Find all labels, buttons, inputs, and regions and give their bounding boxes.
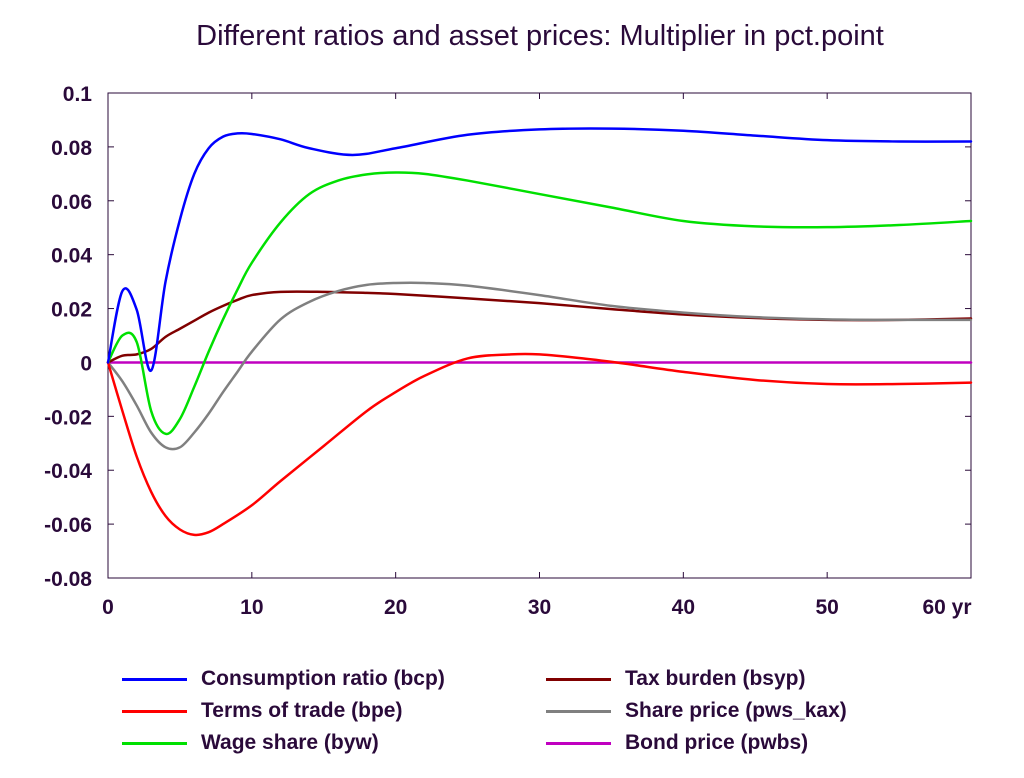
axis-tick-labels: 0.1 0.08 0.06 0.04 0.02 0 -0.02 -0.04 -0.06 -0.08…: [44, 83, 971, 619]
y-tick-label: -0.02: [44, 406, 92, 429]
series-lines: [106, 127, 973, 537]
x-tick-label: 60 yr: [922, 596, 971, 619]
chart-title: Different ratios and asset prices: Multi…: [196, 20, 884, 52]
x-tick-label: 50: [815, 596, 838, 619]
y-tick-label: 0.06: [51, 191, 92, 214]
y-tick-label: 0.02: [51, 299, 92, 322]
x-tick-label: 40: [672, 596, 695, 619]
y-tick-label: -0.06: [44, 514, 92, 537]
y-tick-label: 0.04: [51, 245, 92, 268]
series-line: [106, 127, 973, 372]
y-tick-label: -0.04: [44, 460, 92, 483]
series-line: [106, 352, 973, 537]
x-tick-label: 30: [528, 596, 551, 619]
x-tick-label: 0: [102, 596, 114, 619]
y-tick-label: 0.1: [63, 83, 93, 106]
series-line: [106, 281, 973, 451]
series-line: [106, 290, 973, 364]
plot-frame: [107, 92, 972, 579]
y-tick-label: 0.08: [51, 137, 92, 160]
y-tick-label: -0.08: [44, 568, 92, 591]
y-tick-label: 0: [80, 352, 92, 375]
axis-ticks: [107, 92, 972, 579]
series-line: [106, 171, 973, 436]
x-tick-label: 20: [384, 596, 407, 619]
x-tick-label: 10: [240, 596, 263, 619]
